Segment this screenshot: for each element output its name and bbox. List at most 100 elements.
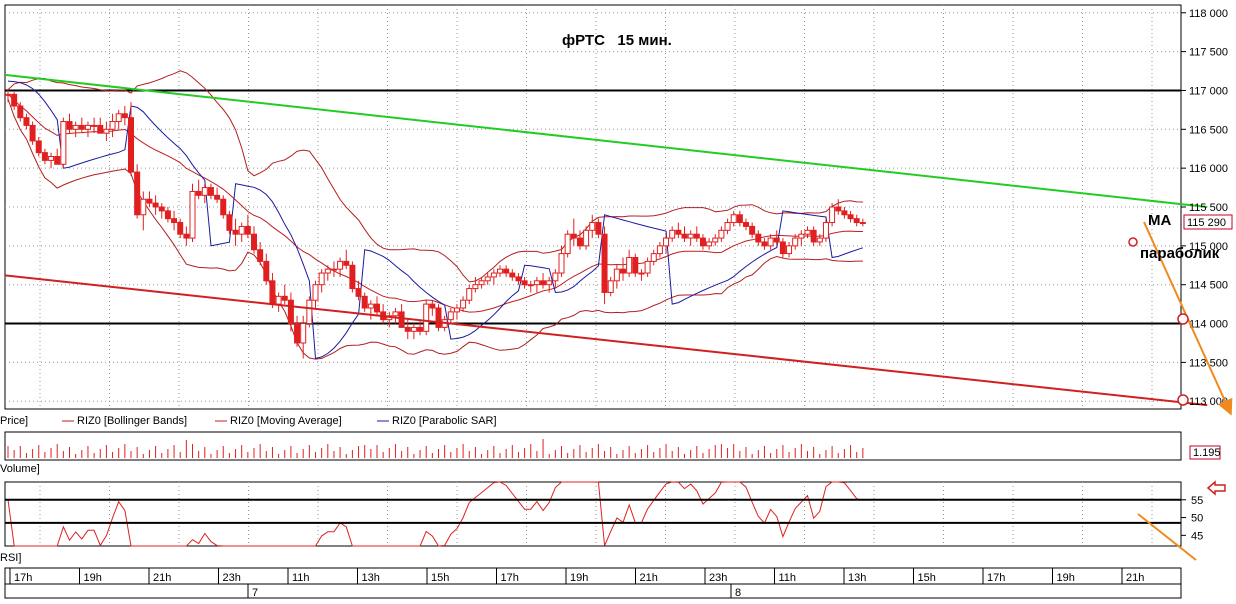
candle-body-5 xyxy=(35,140,42,154)
candle-body-50 xyxy=(312,284,319,301)
candle-body-138 xyxy=(853,218,860,224)
candle-30 xyxy=(189,183,196,242)
candle-body-26 xyxy=(164,210,171,220)
price-ticks: 118 000 117 500 117 000 116 500 116 000 115 5… xyxy=(1181,8,1228,408)
candle-98 xyxy=(607,276,614,297)
parabolic-sar xyxy=(7,80,864,360)
candle-134 xyxy=(829,203,836,227)
candle-body-70 xyxy=(435,307,442,328)
sar-marker xyxy=(1128,237,1138,247)
candle-body-137 xyxy=(847,214,854,220)
candle-114 xyxy=(706,238,713,250)
price-tick-label-10: 113 000 xyxy=(1189,396,1228,408)
candle-120 xyxy=(743,218,749,231)
candle-3 xyxy=(23,113,30,130)
legend: Price] RIZ0 [Bollinger Bands] RIZ0 [Movi… xyxy=(0,415,497,427)
candle-36 xyxy=(226,210,233,235)
candle-body-117 xyxy=(724,222,731,231)
candle-body-130 xyxy=(804,229,811,235)
candle-body-81 xyxy=(503,268,510,274)
candle-59 xyxy=(367,300,374,320)
candle-body-66 xyxy=(410,326,417,332)
candle-body-115 xyxy=(712,237,719,243)
candle-29 xyxy=(183,226,190,246)
candle-22 xyxy=(140,191,147,231)
candle-body-84 xyxy=(521,280,528,286)
candle-28 xyxy=(177,218,184,239)
candle-body-111 xyxy=(687,233,694,239)
candle-107 xyxy=(663,234,670,254)
candle-body-96 xyxy=(595,222,602,235)
candle-body-134 xyxy=(829,206,836,224)
candle-138 xyxy=(853,214,860,227)
candle-136 xyxy=(841,207,848,219)
candle-15 xyxy=(97,117,104,134)
candle-body-32 xyxy=(201,187,208,196)
candle-52 xyxy=(324,265,331,281)
candle-50 xyxy=(312,280,319,308)
candle-112 xyxy=(693,226,700,242)
rsi-path xyxy=(7,481,864,547)
candle-84 xyxy=(521,276,528,289)
candle-body-133 xyxy=(822,222,829,239)
candle-body-106 xyxy=(656,245,663,255)
candle-72 xyxy=(447,308,454,324)
candle-body-100 xyxy=(620,268,626,274)
level-113000-marker xyxy=(1177,394,1189,406)
candle-body-36 xyxy=(226,214,233,231)
candle-body-72 xyxy=(447,311,454,321)
candle-40 xyxy=(251,226,257,254)
candle-128 xyxy=(792,234,799,250)
candle-60 xyxy=(374,296,380,316)
candle-body-92 xyxy=(570,233,577,239)
candle-14 xyxy=(91,117,98,134)
candle-body-65 xyxy=(404,326,411,332)
ma-annotation: МА xyxy=(1148,212,1171,229)
candle-body-27 xyxy=(171,218,178,224)
candle-89 xyxy=(552,269,559,289)
candle-116 xyxy=(718,226,725,242)
support-trendline xyxy=(4,274,1208,407)
candle-123 xyxy=(761,238,768,250)
candle-5 xyxy=(35,137,42,157)
bollinger-lower xyxy=(7,98,863,360)
candle-body-42 xyxy=(263,260,270,282)
sar-annotation: параболик xyxy=(1140,245,1220,262)
candle-body-78 xyxy=(484,276,491,282)
candle-body-99 xyxy=(613,268,620,282)
candle-105 xyxy=(650,249,657,266)
candle-69 xyxy=(429,300,436,316)
candle-body-7 xyxy=(48,156,55,161)
candle-body-52 xyxy=(324,268,331,274)
candle-133 xyxy=(822,218,829,242)
last-price-label: 115 290 xyxy=(1187,217,1226,229)
candle-117 xyxy=(724,218,731,235)
candle-body-33 xyxy=(207,187,214,196)
rsi-panel-label: RSI] xyxy=(0,552,21,564)
candle-68 xyxy=(423,300,430,336)
candle-129 xyxy=(798,230,805,246)
candle-42 xyxy=(263,253,270,285)
candle-body-102 xyxy=(632,257,639,274)
time-tick-label-12: 13h xyxy=(848,572,866,584)
candle-body-54 xyxy=(337,260,344,270)
candle-body-60 xyxy=(374,303,380,313)
candle-body-40 xyxy=(251,233,257,251)
price-tick-label-7: 114 500 xyxy=(1189,280,1228,292)
candle-122 xyxy=(755,230,762,246)
candle-93 xyxy=(576,230,583,250)
candle-17 xyxy=(109,113,116,138)
candle-body-16 xyxy=(103,128,110,134)
candle-23 xyxy=(146,191,153,207)
candle-body-123 xyxy=(761,241,768,247)
rsi-ticks: 55 50 45 xyxy=(5,495,1203,542)
candle-body-19 xyxy=(121,113,128,119)
candle-body-31 xyxy=(195,190,202,196)
candle-39 xyxy=(244,214,251,239)
candle-8 xyxy=(54,148,61,165)
candle-58 xyxy=(361,292,368,312)
candle-body-104 xyxy=(644,260,651,274)
price-tick-label-3: 116 500 xyxy=(1189,124,1228,136)
candle-body-114 xyxy=(706,241,713,247)
time-tick-label-6: 15h xyxy=(431,572,449,584)
